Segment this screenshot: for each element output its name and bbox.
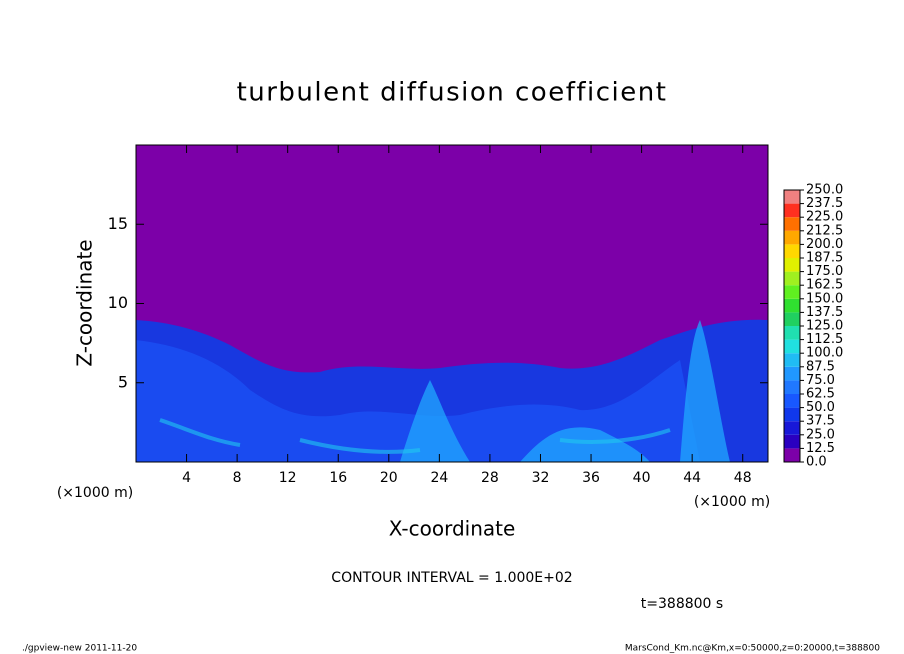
x-tick-label: 32 bbox=[532, 470, 550, 486]
time-label: t=388800 s bbox=[641, 596, 723, 612]
footer-right: MarsCond_Km.nc@Km,x=0:50000,z=0:20000,t=… bbox=[625, 644, 880, 654]
colorbar-label: 250.0 bbox=[806, 183, 843, 198]
contour-interval: CONTOUR INTERVAL = 1.000E+02 bbox=[331, 570, 572, 586]
x-tick-label: 8 bbox=[233, 470, 242, 486]
colorbar-label: 125.0 bbox=[806, 319, 843, 334]
colorbar-label: 200.0 bbox=[806, 237, 843, 252]
turbulent-streaks bbox=[159, 418, 671, 454]
colorbar-label: 212.5 bbox=[806, 223, 843, 238]
colorbar-bin bbox=[784, 421, 800, 435]
x-tick-label: 36 bbox=[582, 470, 600, 486]
colorbar-bin bbox=[784, 230, 800, 245]
colorbar-bin bbox=[784, 339, 800, 354]
colorbar-label: 12.5 bbox=[806, 441, 835, 456]
colorbar-bin bbox=[784, 366, 800, 381]
colorbar-bin bbox=[784, 448, 800, 462]
x-unit-right: (×1000 m) bbox=[694, 494, 770, 510]
colorbar-bin bbox=[784, 380, 800, 394]
colorbar-bin bbox=[784, 407, 800, 422]
x-tick-label: 4 bbox=[182, 470, 191, 486]
colorbar-label: 50.0 bbox=[806, 400, 835, 415]
x-tick-label: 16 bbox=[329, 470, 347, 486]
field bbox=[136, 319, 768, 462]
colorbar-bin bbox=[784, 353, 800, 367]
chart-title: turbulent diffusion coefficient bbox=[237, 78, 668, 108]
colorbar-label: 62.5 bbox=[806, 387, 835, 402]
colorbar-label: 25.0 bbox=[806, 427, 835, 442]
x-tick-label: 40 bbox=[633, 470, 651, 486]
colorbar-label: 112.5 bbox=[806, 332, 843, 347]
x-tick-label: 12 bbox=[279, 470, 297, 486]
colorbar-bin bbox=[784, 394, 800, 408]
colorbar-bin bbox=[784, 190, 800, 204]
footer-left: ./gpview-new 2011-11-20 bbox=[22, 644, 137, 654]
colorbar-label: 162.5 bbox=[806, 278, 843, 293]
colorbar-label: 137.5 bbox=[806, 305, 843, 320]
colorbar-bin bbox=[784, 312, 800, 326]
y-tick-label: 10 bbox=[108, 293, 128, 312]
colorbar-bin bbox=[784, 298, 800, 313]
x-tick-label: 44 bbox=[683, 470, 701, 486]
colorbar-bin bbox=[784, 326, 800, 340]
colorbar-bin bbox=[784, 203, 800, 218]
colorbar-bin bbox=[784, 434, 800, 449]
x-tick-label: 20 bbox=[380, 470, 398, 486]
colorbar-label: 150.0 bbox=[806, 291, 843, 306]
colorbar-bin bbox=[784, 271, 800, 286]
y-tick-label: 15 bbox=[108, 214, 128, 233]
x-unit-left: (×1000 m) bbox=[57, 485, 133, 501]
x-axis-title: X-coordinate bbox=[389, 517, 516, 541]
y-axis-title: Z-coordinate bbox=[73, 239, 97, 366]
y-tick-label: 5 bbox=[118, 372, 128, 391]
colorbar-label: 225.0 bbox=[806, 210, 843, 225]
colorbar-bin bbox=[784, 244, 800, 258]
x-tick-label: 24 bbox=[430, 470, 448, 486]
colorbar-label: 37.5 bbox=[806, 414, 835, 429]
colorbar-label: 87.5 bbox=[806, 359, 835, 374]
x-tick-label: 48 bbox=[734, 470, 752, 486]
colorbar-label: 75.0 bbox=[806, 373, 835, 388]
colorbar-label: 237.5 bbox=[806, 196, 843, 211]
x-tick-label: 28 bbox=[481, 470, 499, 486]
colorbar-label: 100.0 bbox=[806, 346, 843, 361]
turbulent-streaks bbox=[400, 320, 730, 462]
colorbar-bin bbox=[784, 217, 800, 231]
colorbar-bin bbox=[784, 258, 800, 272]
colorbar-label: 187.5 bbox=[806, 251, 843, 266]
colorbar-label: 0.0 bbox=[806, 455, 827, 470]
colorbar-label: 175.0 bbox=[806, 264, 843, 279]
colorbar-bin bbox=[784, 285, 800, 299]
